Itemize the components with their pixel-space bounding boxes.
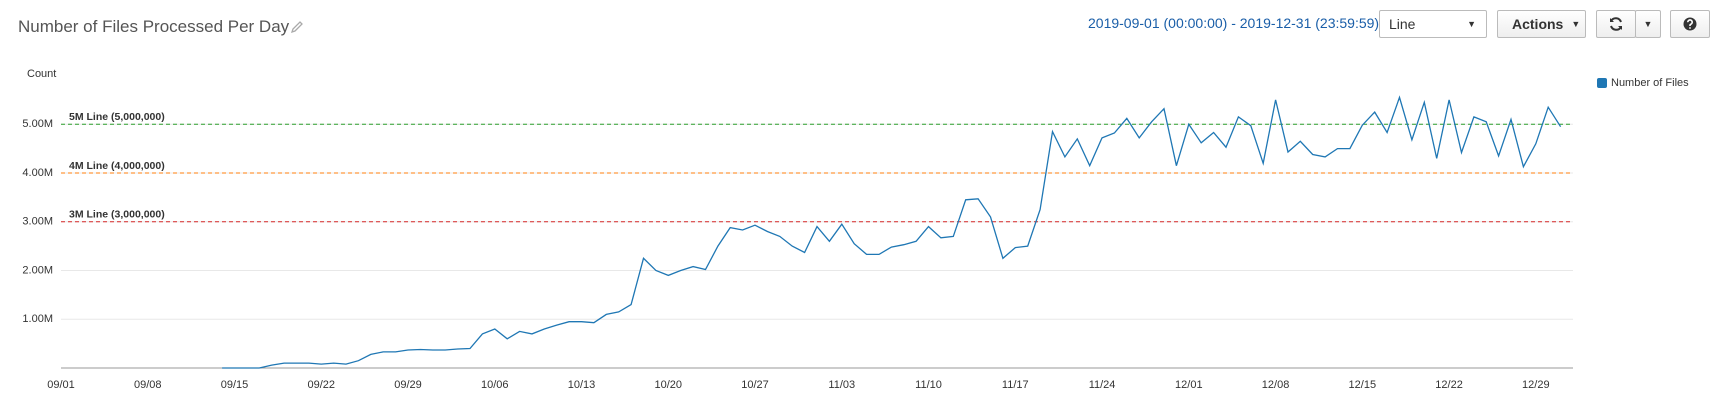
threshold-label: 5M Line (5,000,000): [69, 111, 165, 123]
view-select[interactable]: Line ▼: [1379, 10, 1487, 38]
x-tick-label: 09/15: [221, 379, 249, 391]
y-tick-label: 2.00M: [22, 264, 53, 276]
time-range-text: 2019-09-01 (00:00:00) - 2019-12-31 (23:5…: [1088, 15, 1380, 31]
refresh-button[interactable]: [1596, 10, 1636, 38]
x-tick-label: 12/01: [1175, 379, 1203, 391]
x-tick-label: 09/01: [47, 379, 75, 391]
x-tick-label: 12/29: [1522, 379, 1550, 391]
x-tick-label: 12/08: [1262, 379, 1290, 391]
x-tick-label: 11/03: [828, 379, 855, 391]
legend-swatch: [1597, 78, 1607, 88]
help-icon: [1683, 17, 1697, 31]
x-tick-label: 10/13: [568, 379, 596, 391]
actions-button[interactable]: Actions ▼: [1497, 10, 1586, 38]
y-tick-label: 1.00M: [22, 313, 53, 325]
actions-text: Actions: [1512, 16, 1564, 32]
x-tick-label: 09/08: [134, 379, 162, 391]
x-tick-label: 12/15: [1349, 379, 1377, 391]
x-tick-label: 10/20: [655, 379, 683, 391]
y-tick-label: 4.00M: [22, 167, 53, 179]
y-axis-label: Count: [27, 68, 56, 80]
x-tick-label: 11/10: [915, 379, 942, 391]
view-select-text: Line: [1389, 16, 1416, 32]
x-tick-label: 12/22: [1435, 379, 1463, 391]
x-tick-label: 11/17: [1002, 379, 1029, 391]
help-button[interactable]: [1670, 10, 1710, 38]
x-tick-label: 10/27: [741, 379, 769, 391]
widget-title: Number of Files Processed Per Day: [18, 17, 290, 36]
refresh-icon: [1610, 17, 1622, 31]
x-tick-label: 10/06: [481, 379, 509, 391]
edit-icon[interactable]: [290, 20, 304, 34]
legend-label: Number of Files: [1611, 77, 1689, 89]
threshold-label: 4M Line (4,000,000): [69, 160, 165, 172]
x-tick-label: 09/29: [394, 379, 422, 391]
series-line: [222, 95, 1562, 369]
refresh-menu[interactable]: ▼: [1635, 10, 1661, 38]
y-tick-label: 3.00M: [22, 216, 53, 228]
threshold-label: 3M Line (3,000,000): [69, 209, 165, 221]
x-tick-label: 11/24: [1089, 379, 1116, 391]
y-tick-label: 5.00M: [22, 118, 53, 130]
x-tick-label: 09/22: [307, 379, 335, 391]
